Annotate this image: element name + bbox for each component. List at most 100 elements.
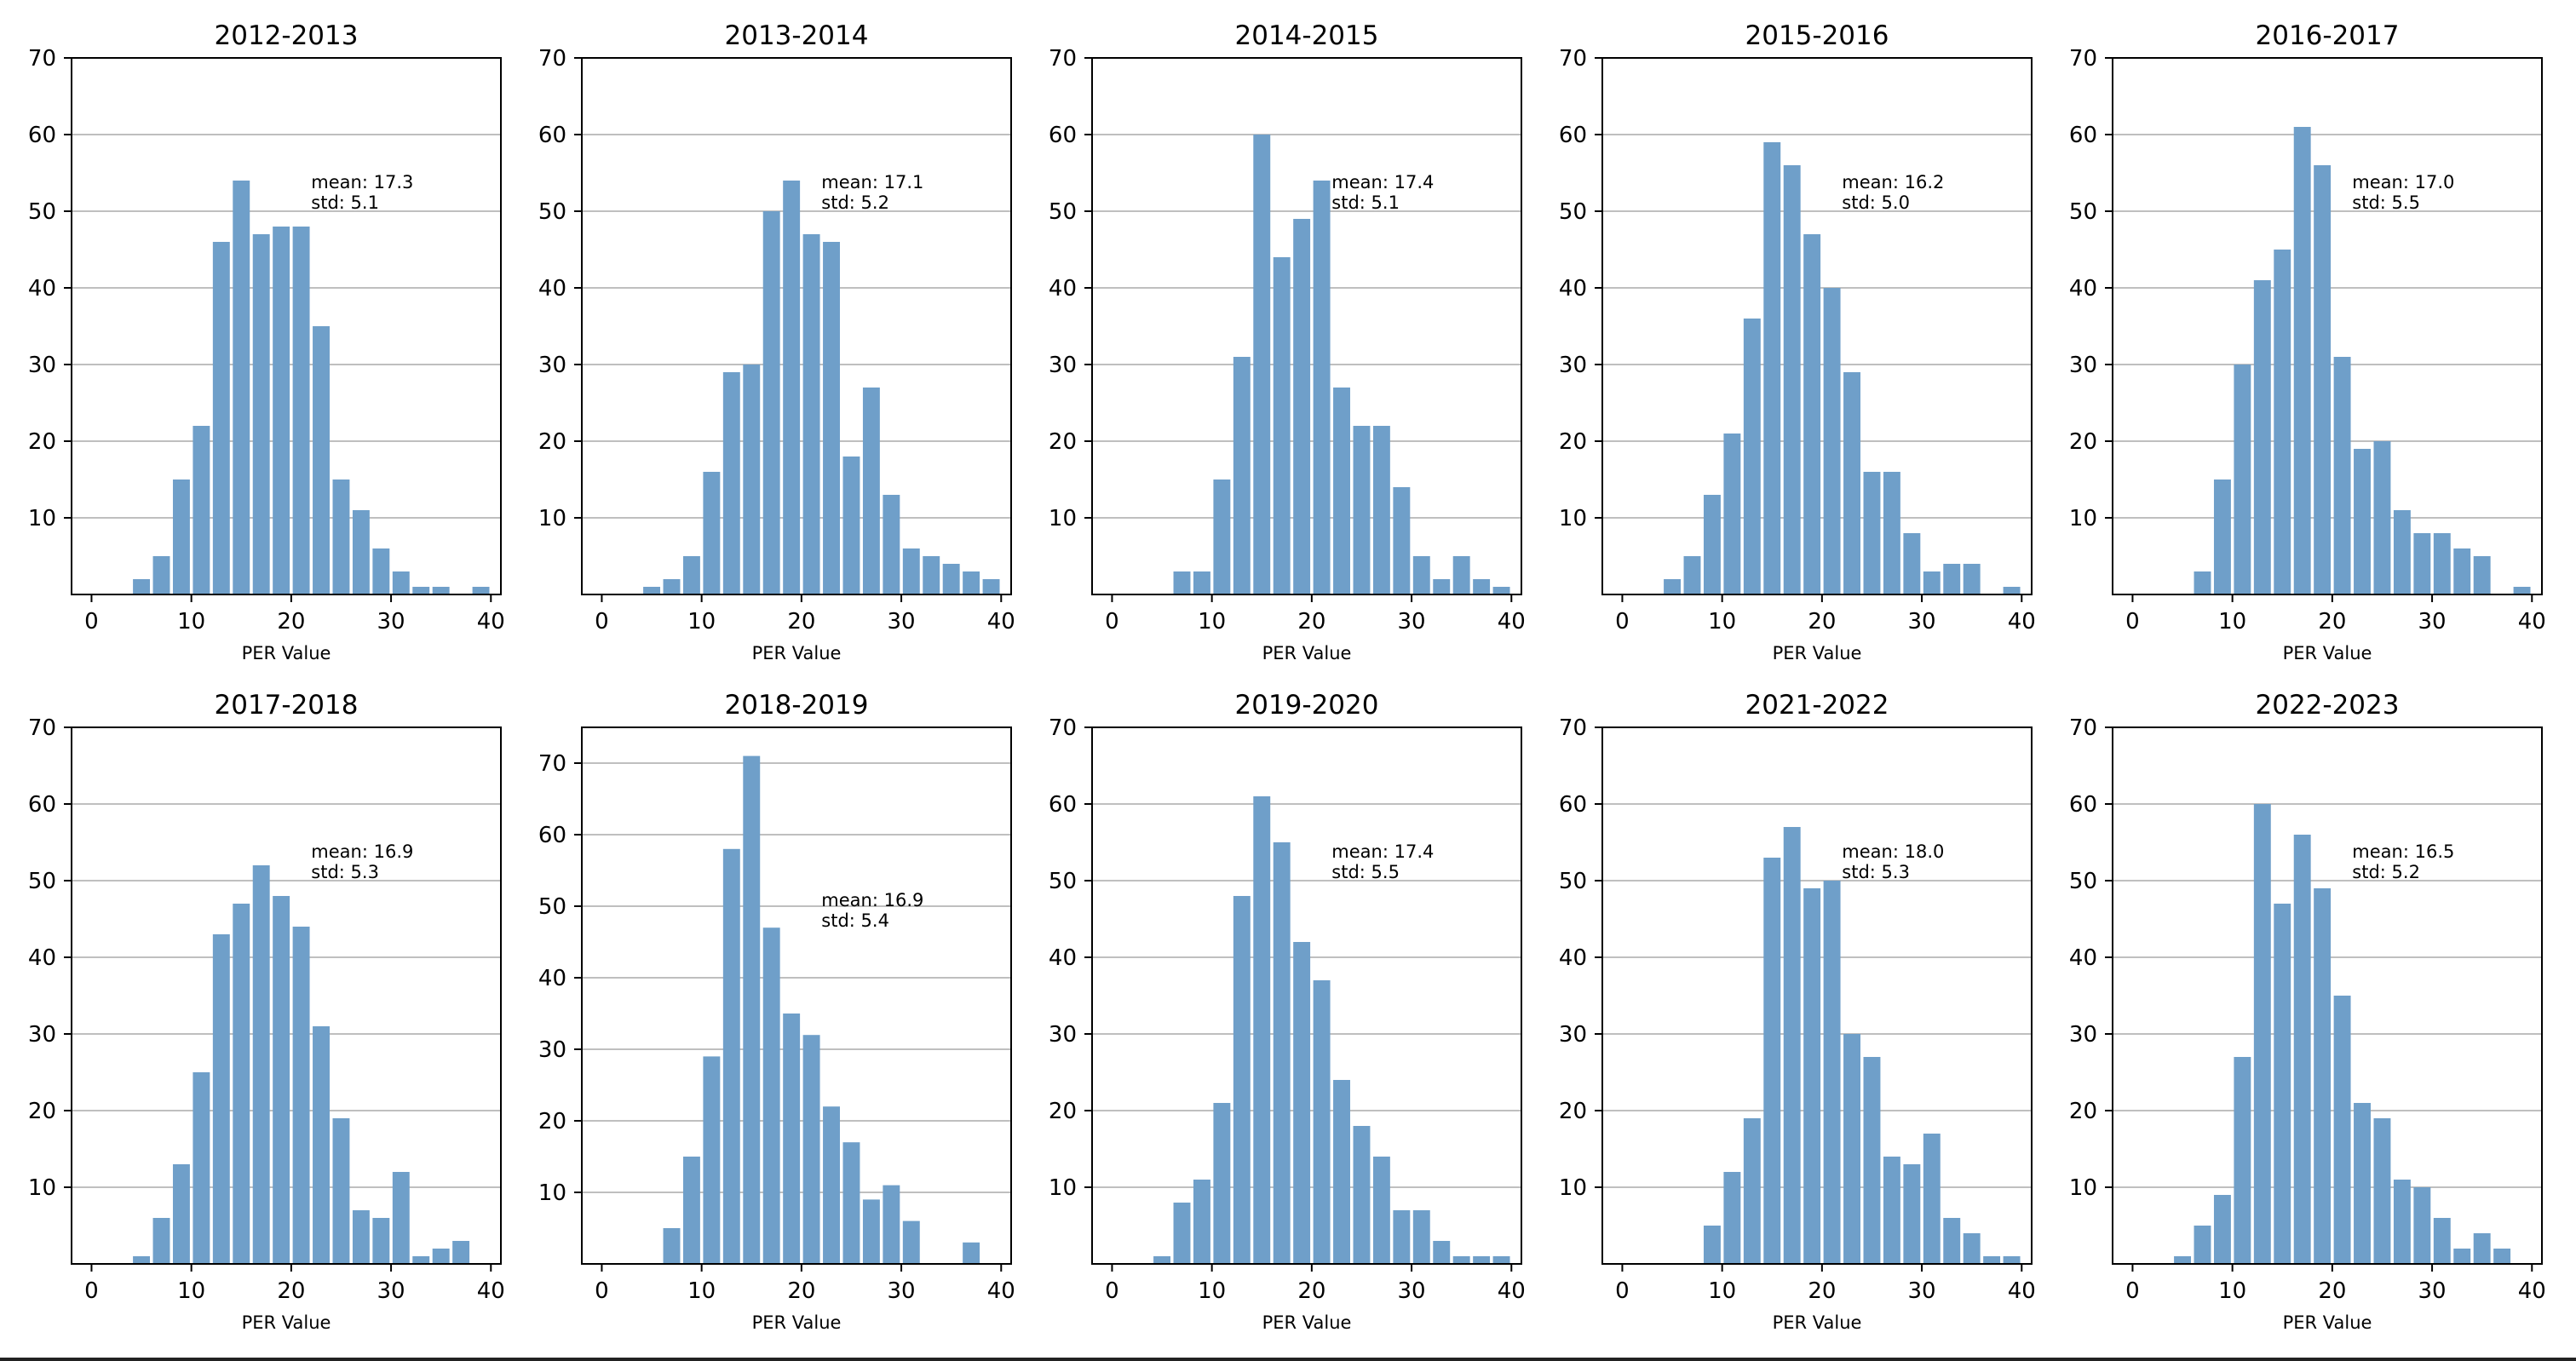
subplot-title: 2013-2014 <box>725 20 869 51</box>
x-tick-label: 40 <box>477 1278 505 1304</box>
subplot-title: 2014-2015 <box>1235 20 1379 51</box>
histogram-bar <box>722 848 740 1264</box>
histogram-bar <box>273 896 290 1264</box>
histogram-bar <box>1723 434 1741 594</box>
mean-annotation: mean: 18.0 <box>1842 841 1944 862</box>
y-tick-label: 50 <box>1049 869 1077 894</box>
y-tick-label: 10 <box>1049 1175 1077 1201</box>
histogram-bar <box>743 755 761 1264</box>
subplot-title: 2021-2022 <box>1745 690 1889 721</box>
histogram-bar <box>2493 1249 2511 1264</box>
histogram-bar <box>193 426 210 594</box>
y-tick-label: 40 <box>28 945 56 971</box>
histogram-bar <box>1843 1034 1860 1264</box>
y-tick-label: 60 <box>1559 792 1587 818</box>
x-tick-label: 10 <box>177 1278 205 1304</box>
y-tick-label: 10 <box>538 1180 566 1206</box>
histogram-bar <box>2174 1256 2192 1264</box>
y-tick-label: 60 <box>1049 123 1077 148</box>
histogram-bar <box>1433 1241 1451 1264</box>
histogram-bar <box>1473 579 1491 594</box>
subplot-2018-2019: 2018-2019 10 20 30 40 50 60 70 0 10 20 30 40 PER Valu… <box>538 690 1015 1333</box>
x-tick-label: 40 <box>987 609 1015 635</box>
y-tick-label: 50 <box>2069 869 2097 894</box>
histogram-bar <box>663 579 681 594</box>
histogram-bar <box>1473 1256 1491 1264</box>
subplot-2019-2020: 2019-2020 10 20 30 40 50 60 70 0 10 20 30 40 PER Valu… <box>1049 690 1526 1333</box>
histogram-bar <box>722 372 740 594</box>
histogram-bar <box>1703 1226 1721 1264</box>
subplot-2017-2018: 2017-2018 10 20 30 40 50 60 70 0 10 20 30 40 PER Valu… <box>28 690 505 1333</box>
y-tick-label: 50 <box>1559 199 1587 225</box>
histogram-bar <box>1983 1256 2001 1264</box>
histogram-bar <box>352 510 370 594</box>
histogram-bar <box>193 1072 210 1264</box>
x-tick-label: 30 <box>2418 1278 2447 1304</box>
y-tick-label: 10 <box>2069 1175 2097 1201</box>
x-tick-label: 10 <box>1708 1278 1736 1304</box>
y-tick-label: 40 <box>28 276 56 301</box>
histogram-bar <box>783 1014 801 1264</box>
y-tick-label: 60 <box>2069 123 2097 148</box>
histogram-bar <box>2003 587 2021 594</box>
y-tick-label: 30 <box>538 1037 566 1063</box>
histogram-bar <box>823 1106 840 1264</box>
histogram-bar <box>2213 1195 2231 1264</box>
histogram-bar <box>862 388 880 594</box>
histogram-bar <box>743 365 761 594</box>
histogram-bar <box>2314 888 2332 1264</box>
y-tick-label: 10 <box>1559 1175 1587 1201</box>
mean-annotation: mean: 16.2 <box>1842 172 1944 192</box>
histogram-bar <box>1253 135 1271 594</box>
x-tick-label: 40 <box>2008 1278 2036 1304</box>
subplot-2015-2016: 2015-2016 10 20 30 40 50 60 70 0 10 20 30 40 PER Valu… <box>1559 20 2036 663</box>
histogram-bar <box>2253 804 2271 1264</box>
subplot-2016-2017: 2016-2017 10 20 30 40 50 60 70 0 10 20 30 40 PER Valu… <box>2069 20 2546 663</box>
histogram-bar <box>1923 1134 1941 1264</box>
histogram-bar <box>2354 1103 2371 1264</box>
plot-frame <box>1601 57 2033 595</box>
histogram-bar <box>1233 357 1251 594</box>
y-tick-label: 30 <box>28 1022 56 1048</box>
histogram-bar <box>1743 319 1761 594</box>
histogram-bar <box>1213 1103 1231 1264</box>
histogram-bar <box>152 556 170 594</box>
y-tick-label: 40 <box>2069 945 2097 971</box>
std-annotation: std: 5.1 <box>311 192 379 213</box>
histogram-bar <box>2213 480 2231 594</box>
x-tick-label: 20 <box>787 1278 815 1304</box>
std-annotation: std: 5.4 <box>821 910 889 931</box>
histogram-bar <box>823 242 840 594</box>
x-tick-label: 20 <box>787 609 815 635</box>
histogram-bar <box>1412 556 1430 594</box>
x-tick-label: 20 <box>1297 1278 1325 1304</box>
histogram-bar <box>133 579 151 594</box>
y-tick-label: 50 <box>28 869 56 894</box>
subplot-title: 2017-2018 <box>215 690 359 721</box>
histogram-bar <box>1743 1118 1761 1264</box>
x-tick-label: 0 <box>1615 1278 1630 1304</box>
histogram-bar <box>1763 858 1781 1264</box>
histogram-bar <box>1843 372 1860 594</box>
y-tick-label: 10 <box>28 1175 56 1201</box>
histogram-bar <box>682 1157 700 1264</box>
histogram-bar <box>2393 1180 2411 1264</box>
histogram-bar <box>1372 426 1390 594</box>
histogram-bar <box>1963 564 1981 594</box>
subplot-title: 2012-2013 <box>215 20 359 51</box>
histogram-bar <box>1823 288 1841 594</box>
x-tick-label: 0 <box>2125 1278 2140 1304</box>
y-tick-label: 20 <box>1559 429 1587 455</box>
x-tick-label: 30 <box>1908 1278 1936 1304</box>
y-tick-label: 60 <box>1049 792 1077 818</box>
histogram-bar <box>1213 480 1231 594</box>
histogram-bar <box>762 927 780 1264</box>
y-tick-label: 40 <box>1559 945 1587 971</box>
x-axis-label: PER Value <box>752 643 842 663</box>
histogram-bar <box>313 326 330 594</box>
histogram-bar <box>1173 571 1191 594</box>
histogram-bar <box>802 234 820 594</box>
histogram-bar <box>1433 579 1451 594</box>
y-tick-label: 50 <box>538 894 566 920</box>
y-tick-label: 30 <box>1049 353 1077 378</box>
